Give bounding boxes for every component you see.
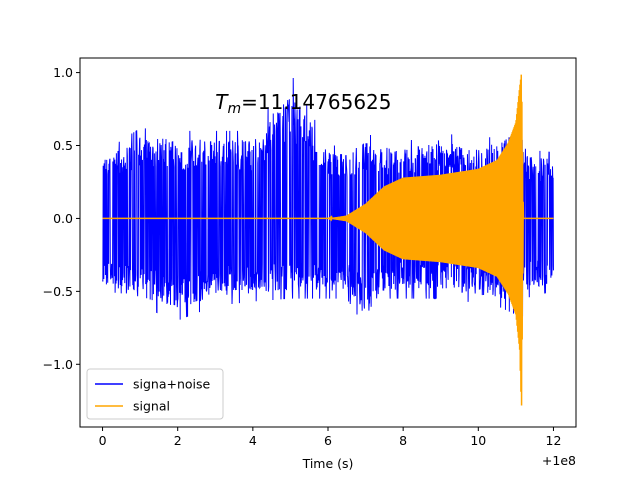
legend-label: signal: [133, 399, 170, 414]
x-tick-label: 2: [174, 433, 182, 448]
x-axis-offset-label: +1e8: [542, 453, 576, 468]
x-axis-label: Time (s): [302, 456, 354, 471]
y-tick-label: −1.0: [43, 357, 73, 372]
y-tick-label: 0.0: [53, 211, 73, 226]
y-tick-label: 0.5: [53, 138, 73, 153]
x-tick-label: 10: [470, 433, 486, 448]
y-tick-label: 1.0: [53, 65, 73, 80]
annotation-t: T: [215, 90, 229, 114]
annotation-value: =11.14765625: [241, 90, 391, 114]
ticks-layer: 0 2 4 6 8 10 12 −1.0 −0.5 0.0 0.5 1.0: [43, 65, 562, 448]
series-line-signal-plus-noise: [102, 77, 554, 320]
y-tick-label: −0.5: [43, 284, 73, 299]
x-tick-label: 6: [324, 433, 332, 448]
legend-label: signa+noise: [133, 377, 211, 392]
legend: signa+noise signal: [86, 368, 224, 420]
x-tick-label: 8: [399, 433, 407, 448]
tm-annotation: Tm=11.14765625: [215, 90, 391, 117]
x-tick-label: 0: [99, 433, 107, 448]
series-layer: [102, 74, 554, 406]
x-tick-label: 12: [546, 433, 562, 448]
x-tick-label: 4: [249, 433, 257, 448]
annotation-subscript: m: [227, 101, 241, 117]
series-line-signal: [102, 74, 554, 406]
